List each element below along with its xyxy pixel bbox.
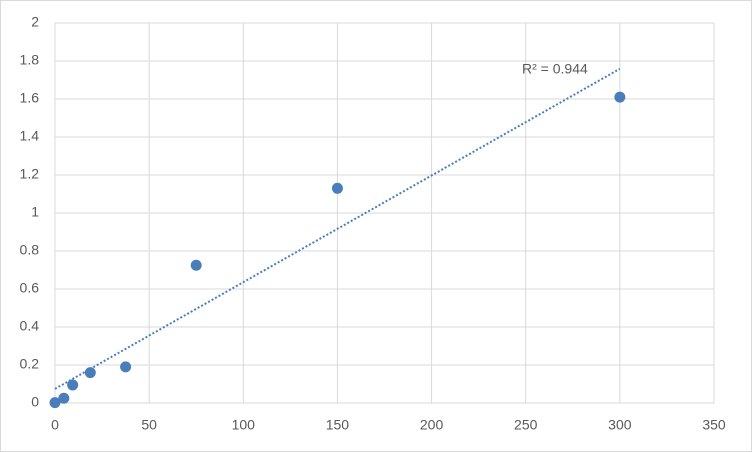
point (190, 259, 202, 271)
point (614, 91, 626, 103)
point (67, 379, 79, 391)
y-tick-label: 0 (31, 394, 39, 410)
trendline (54, 67, 621, 390)
x-tick-label: 250 (514, 417, 538, 433)
x-tick-label: 150 (326, 417, 350, 433)
y-tick-label: 0.8 (20, 242, 40, 258)
x-tick-label: 0 (51, 417, 59, 433)
point (84, 367, 96, 379)
x-tick-label: 350 (702, 417, 726, 433)
point (49, 397, 61, 409)
y-tick-label: 0.4 (20, 318, 40, 334)
y-tick-label: 1.2 (20, 166, 40, 182)
y-tick-label: 1.8 (20, 52, 40, 68)
y-tick-label: 0.6 (20, 280, 40, 296)
point (58, 392, 70, 404)
x-tick-label: 50 (141, 417, 157, 433)
x-tick-label: 200 (420, 417, 444, 433)
y-tick-label: 2 (31, 14, 39, 30)
point (120, 361, 132, 373)
x-tick-label: 300 (608, 417, 632, 433)
y-tick-label: 1 (31, 204, 39, 220)
y-tick-label: 1.6 (20, 90, 40, 106)
annotation: R² = 0.944 (522, 61, 588, 77)
y-tick-label: 0.2 (20, 356, 40, 372)
y-tick-label: 1.4 (20, 128, 40, 144)
x-tick-label: 100 (232, 417, 256, 433)
point (331, 182, 343, 194)
